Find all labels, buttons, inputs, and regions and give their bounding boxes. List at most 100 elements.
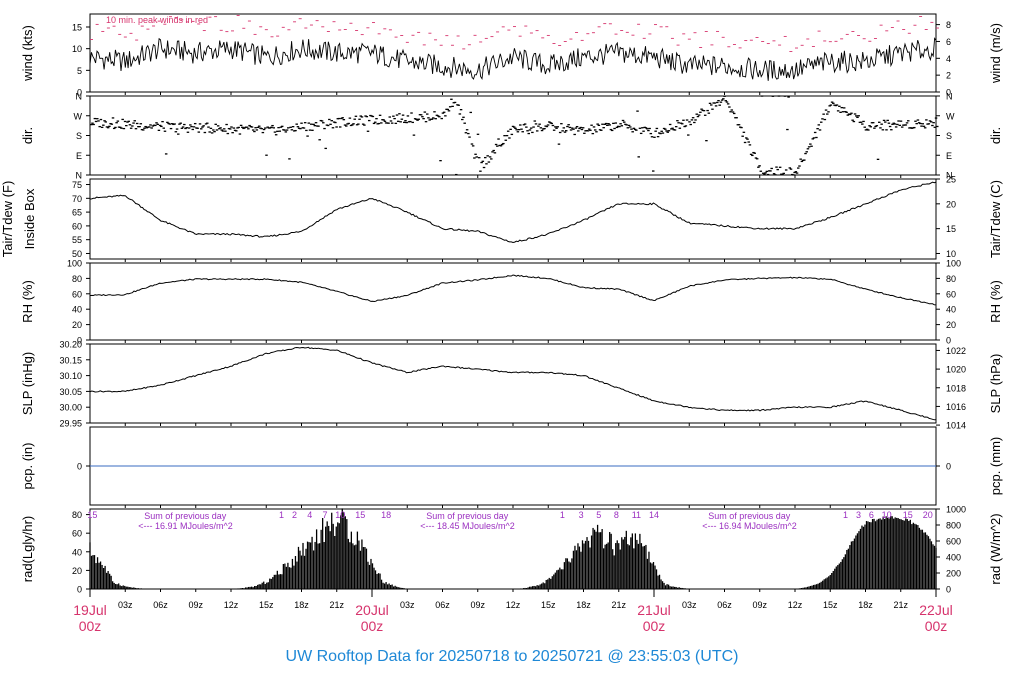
- wind-annotation: 10 min. peak winds in red: [106, 15, 208, 25]
- x-tick-label: 03z: [118, 600, 133, 610]
- rad-annotation: Sum of previous day: [708, 511, 791, 521]
- rad-left-tick-label: 80: [72, 510, 82, 520]
- x-tick-label: 03z: [682, 600, 697, 610]
- dir-left-tick-label: W: [74, 111, 83, 121]
- rad-hour-marker: 1: [843, 510, 848, 520]
- rad-right-tick-label: 0: [946, 585, 951, 595]
- rh-left-tick-label: 20: [72, 320, 82, 330]
- rh-right-tick-label: 100: [946, 259, 961, 269]
- rad-right-tick-label: 1000: [946, 505, 966, 515]
- x-date-time-label: 00z: [925, 618, 948, 634]
- pcp-ylabel-right: pcp. (mm): [988, 437, 1003, 496]
- wind-right-tick-label: 4: [946, 54, 951, 64]
- slp-left-tick-label: 30.10: [59, 371, 82, 381]
- page-title: UW Rooftop Data for 20250718 to 20250721…: [285, 648, 739, 665]
- dir-right-tick-label: E: [946, 151, 952, 161]
- slp-series-line: [89, 346, 936, 421]
- pcp-right-tick-label: 0: [946, 462, 951, 472]
- rad-annotation: <--- 18.45 MJoules/m^2: [420, 521, 515, 531]
- temp-series-line: [89, 181, 937, 244]
- x-tick-label: 06z: [153, 600, 168, 610]
- temp-right-tick-label: 20: [946, 199, 956, 209]
- dir-frame: [89, 95, 937, 176]
- wind-right-tick-label: 8: [946, 20, 951, 30]
- rad-hour-marker: 15: [355, 510, 365, 520]
- rad-annotation: Sum of previous day: [144, 511, 227, 521]
- x-tick-label: 12z: [224, 600, 239, 610]
- x-tick-label: 09z: [752, 600, 767, 610]
- temp-left-tick-label: 65: [72, 208, 82, 218]
- rad-hour-marker: 8: [614, 510, 619, 520]
- rh-right-tick-label: 60: [946, 289, 956, 299]
- slp-left-tick-label: 30.15: [59, 355, 82, 365]
- slp-right-tick-label: 1022: [946, 346, 966, 356]
- temp-left-tick-label: 70: [72, 194, 82, 204]
- rad-annotation: <--- 16.94 MJoules/m^2: [702, 521, 797, 531]
- wind-left-tick-label: 5: [77, 66, 82, 76]
- slp-left-tick-label: 30.00: [59, 403, 82, 413]
- temp-left-tick-label: 75: [72, 180, 82, 190]
- dir-left-tick-label: E: [76, 151, 82, 161]
- rad-right-tick-label: 400: [946, 553, 961, 563]
- x-tick-label: 06z: [435, 600, 450, 610]
- rad-ylabel-right: rad (W/m^2): [988, 513, 1003, 584]
- rad-annotation: Sum of previous day: [426, 511, 509, 521]
- wind-frame: [89, 13, 937, 93]
- rh-ylabel-left: RH (%): [20, 280, 35, 323]
- x-date-label: 21Jul: [637, 602, 670, 618]
- rad-ylabel-left: rad(Lgly/hr): [20, 516, 35, 582]
- slp-left-tick-label: 30.05: [59, 387, 82, 397]
- rad-right-tick-label: 200: [946, 569, 961, 579]
- pcp-ylabel-left: pcp. (in): [20, 443, 35, 490]
- x-tick-label: 09z: [470, 600, 485, 610]
- rad-hour-marker: 1: [279, 510, 284, 520]
- rad-left-tick-label: 40: [72, 547, 82, 557]
- temp-right-tick-label: 10: [946, 249, 956, 259]
- rad-hour-marker: 20: [923, 510, 933, 520]
- rad-hour-marker: 15: [903, 510, 913, 520]
- dir-ylabel-left: dir.: [20, 127, 35, 144]
- x-date-time-label: 00z: [643, 618, 666, 634]
- dir-left-tick-label: N: [76, 92, 83, 102]
- temp-ylabel-left: Tair/Tdew (F): [0, 181, 15, 258]
- wind-left-tick-label: 10: [72, 44, 82, 54]
- rh-left-tick-label: 60: [72, 289, 82, 299]
- rh-left-tick-label: 80: [72, 274, 82, 284]
- rad-hour-marker: 15: [87, 510, 97, 520]
- rad-hour-marker: 14: [649, 510, 659, 520]
- temp-right-tick-label: 15: [946, 224, 956, 234]
- dir-right-tick-label: N: [946, 92, 953, 102]
- temp-left-tick-label: 60: [72, 221, 82, 231]
- dir-left-tick-label: S: [76, 131, 82, 141]
- dir-right-tick-label: W: [946, 111, 955, 121]
- x-tick-label: 18z: [576, 600, 591, 610]
- rad-left-tick-label: 0: [77, 585, 82, 595]
- wind-series-line: [89, 37, 937, 81]
- rh-left-tick-label: 40: [72, 305, 82, 315]
- temp-ylabel-left: Inside Box: [22, 188, 37, 249]
- rad-hour-marker: 7: [322, 510, 327, 520]
- temp-left-tick-label: 55: [72, 235, 82, 245]
- x-date-label: 22Jul: [919, 602, 952, 618]
- rad-hour-marker: 6: [869, 510, 874, 520]
- rad-hour-marker: 10: [882, 510, 892, 520]
- x-date-label: 19Jul: [73, 602, 106, 618]
- rad-right-tick-label: 600: [946, 537, 961, 547]
- x-tick-label: 12z: [506, 600, 521, 610]
- slp-ylabel-left: SLP (inHg): [20, 352, 35, 415]
- wind-ylabel-right: wind (m/s): [988, 23, 1003, 84]
- wind-right-tick-label: 2: [946, 71, 951, 81]
- x-tick-label: 18z: [858, 600, 873, 610]
- x-tick-label: 15z: [541, 600, 556, 610]
- rad-hour-marker: 10: [335, 510, 345, 520]
- x-tick-label: 15z: [259, 600, 274, 610]
- x-date-time-label: 00z: [361, 618, 384, 634]
- rad-hour-marker: 3: [856, 510, 861, 520]
- wind-right-tick-label: 0: [946, 88, 951, 98]
- temp-left-tick-label: 50: [72, 249, 82, 259]
- temp-right-tick-label: 25: [946, 175, 956, 185]
- rad-hour-marker: 4: [307, 510, 312, 520]
- rad-hour-marker: 11: [632, 510, 641, 520]
- dir-right-tick-label: N: [946, 171, 953, 181]
